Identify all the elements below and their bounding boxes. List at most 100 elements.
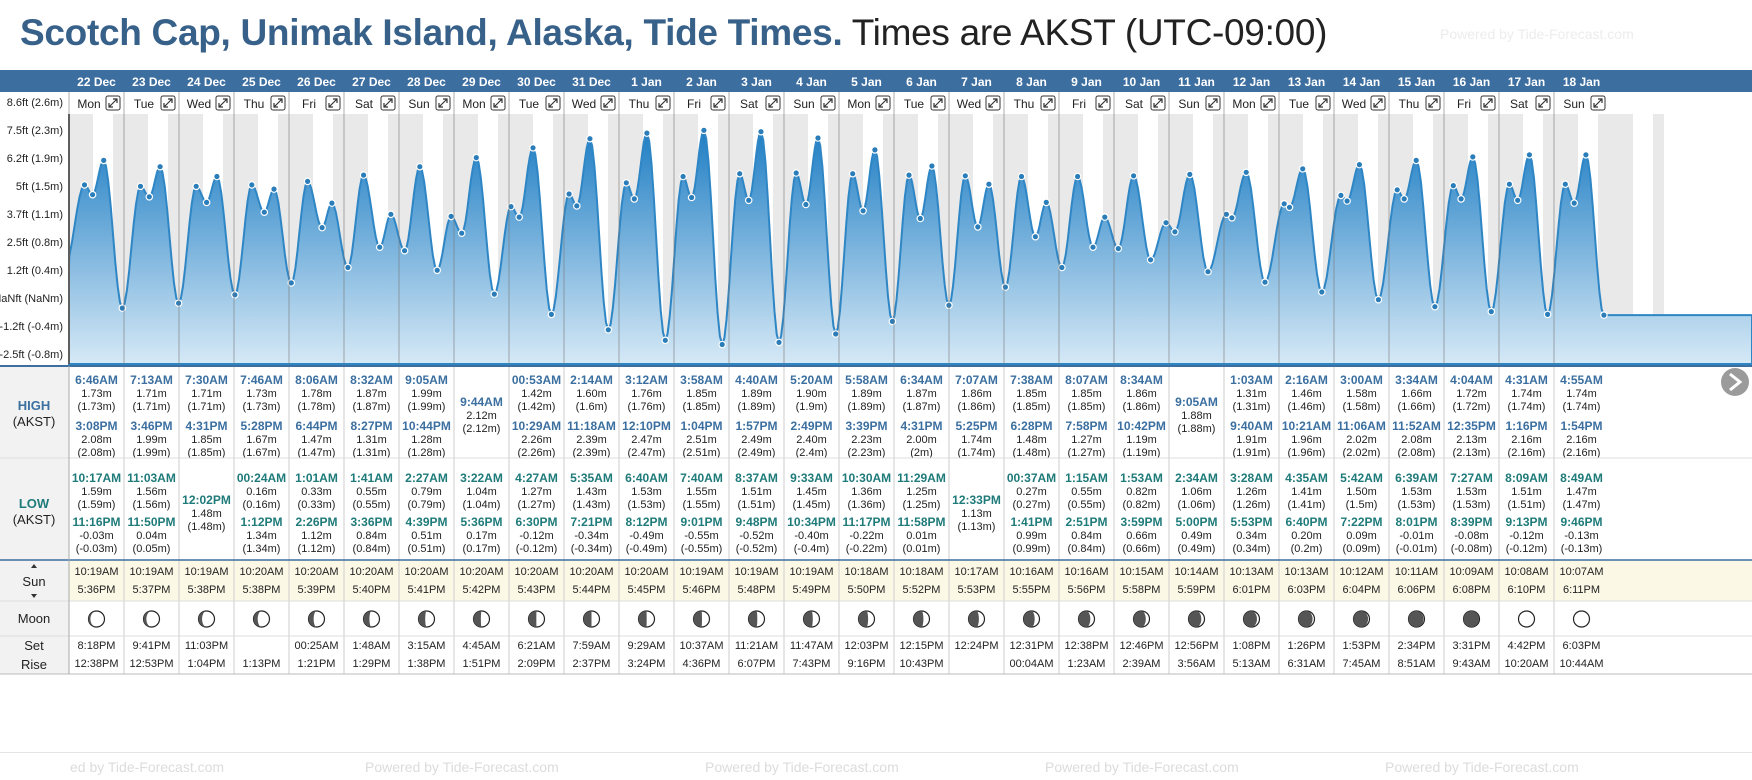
expand-day-button[interactable] xyxy=(985,95,1001,111)
expand-day-button[interactable] xyxy=(545,95,561,111)
expand-day-button[interactable] xyxy=(930,95,946,111)
high-tide-height-alt: (2.51m) xyxy=(683,447,721,459)
high-tide-height: 2.26m xyxy=(521,434,552,446)
scroll-right-button[interactable] xyxy=(1721,368,1749,396)
day-column: 15 JanThu3:34AM1.66m(1.66m)11:52AM2.08m(… xyxy=(1388,75,1441,674)
moonset-time: 9:29AM xyxy=(628,640,666,652)
moonrise-time: 2:39AM xyxy=(1123,658,1161,670)
high-tide-time: 10:29AM xyxy=(512,419,561,433)
expand-day-button[interactable] xyxy=(1040,95,1056,111)
expand-day-button[interactable] xyxy=(875,95,891,111)
expand-day-button[interactable] xyxy=(1535,95,1551,111)
date-label: 30 Dec xyxy=(517,75,556,89)
low-tide-point xyxy=(1261,278,1269,287)
high-tide-height: 1.27m xyxy=(1071,434,1102,446)
low-tide-height-alt: (-0.01m) xyxy=(1396,543,1438,555)
high-tide-height-alt: (2.16m) xyxy=(1563,447,1601,459)
date-label: 12 Jan xyxy=(1233,75,1270,89)
sunset-time: 5:56PM xyxy=(1068,584,1106,596)
low-tide-time: 00:37AM xyxy=(1007,471,1056,485)
expand-day-button[interactable] xyxy=(655,95,671,111)
expand-day-button[interactable] xyxy=(1315,95,1331,111)
low-tide-height-alt: (0.55m) xyxy=(1068,499,1106,511)
expand-day-button[interactable] xyxy=(1205,95,1221,111)
low-tide-height: 0.16m xyxy=(246,486,277,498)
high-tide-point xyxy=(156,162,164,171)
low-tide-height: 1.55m xyxy=(686,486,717,498)
low-tide-time: 3:36PM xyxy=(350,515,392,529)
high-tide-time: 12:10PM xyxy=(622,419,671,433)
moon-shadow-icon xyxy=(748,611,758,627)
low-tide-time: 2:27AM xyxy=(405,471,448,485)
sunrise-time: 10:07AM xyxy=(1559,566,1603,578)
low-tide-height: -0.34m xyxy=(574,530,608,542)
night-band xyxy=(1268,114,1279,364)
low-tide-point xyxy=(1457,195,1465,203)
sunrise-time: 10:20AM xyxy=(569,566,613,578)
expand-day-button[interactable] xyxy=(1425,95,1441,111)
low-tide-time: 10:30AM xyxy=(842,471,891,485)
day-column: 23 DecTue7:13AM1.71m(1.71m)3:46PM1.99m(1… xyxy=(123,75,176,674)
low-tide-height: 0.49m xyxy=(1181,530,1212,542)
low-tide-height: 1.06m xyxy=(1181,486,1212,498)
low-tide-height-alt: (1.27m) xyxy=(518,499,556,511)
expand-day-button[interactable] xyxy=(1260,95,1276,111)
night-band xyxy=(1543,114,1554,364)
high-tide-height-alt: (2.47m) xyxy=(628,447,666,459)
expand-day-button[interactable] xyxy=(105,95,121,111)
expand-day-button[interactable] xyxy=(1095,95,1111,111)
moonset-time: 10:37AM xyxy=(679,640,723,652)
moonset-time: 12:03PM xyxy=(844,640,888,652)
expand-day-button[interactable] xyxy=(1370,95,1386,111)
day-column: 12 JanMon1:03AM1.31m(1.31m)9:40AM1.91m(1… xyxy=(1223,75,1276,674)
expand-day-button[interactable] xyxy=(1150,95,1166,111)
sunset-time: 5:55PM xyxy=(1013,584,1051,596)
low-tide-point xyxy=(859,207,867,215)
expand-day-button[interactable] xyxy=(600,95,616,111)
low-tide-time: 5:53PM xyxy=(1230,515,1272,529)
high-tide-time: 5:20AM xyxy=(790,373,833,387)
high-tide-point xyxy=(1073,172,1082,181)
high-tide-point xyxy=(1017,172,1026,181)
low-tide-time: 5:00PM xyxy=(1175,515,1217,529)
moonset-time: 11:03PM xyxy=(185,640,228,652)
low-tide-time: 1:53AM xyxy=(1120,471,1163,485)
low-tide-height: 1.36m xyxy=(851,486,882,498)
low-tide-height-alt: (-0.03m) xyxy=(76,543,118,555)
expand-arrow-icon xyxy=(933,98,943,108)
high-tide-height-alt: (1.67m) xyxy=(243,447,281,459)
weekday-label: Sun xyxy=(1178,97,1199,111)
high-tide-point xyxy=(643,129,651,137)
expand-day-button[interactable] xyxy=(1590,95,1606,111)
expand-day-button[interactable] xyxy=(435,95,451,111)
high-tide-height: 1.86m xyxy=(1126,388,1157,400)
expand-day-button[interactable] xyxy=(380,95,396,111)
low-tide-time: 11:58PM xyxy=(897,515,945,529)
high-tide-point xyxy=(80,181,89,189)
low-tide-height-alt: (0.27m) xyxy=(1013,499,1051,511)
expand-day-button[interactable] xyxy=(160,95,176,111)
low-tide-time: 8:09AM xyxy=(1505,471,1548,485)
high-tide-point xyxy=(529,144,537,152)
sunrise-time: 10:15AM xyxy=(1119,566,1163,578)
expand-day-button[interactable] xyxy=(765,95,781,111)
date-label: 17 Jan xyxy=(1508,75,1545,89)
expand-day-button[interactable] xyxy=(270,95,286,111)
high-tide-height: 1.78m xyxy=(301,388,332,400)
moon-shadow-icon xyxy=(1188,611,1202,627)
expand-day-button[interactable] xyxy=(325,95,341,111)
low-tide-time: 7:40AM xyxy=(680,471,723,485)
expand-day-button[interactable] xyxy=(490,95,506,111)
expand-day-button[interactable] xyxy=(820,95,836,111)
expand-day-button[interactable] xyxy=(710,95,726,111)
expand-day-button[interactable] xyxy=(215,95,231,111)
expand-arrow-icon xyxy=(328,98,338,108)
low-tide-point xyxy=(1318,288,1326,296)
low-tide-time: 8:37AM xyxy=(735,471,778,485)
low-tide-time: 1:01AM xyxy=(295,471,338,485)
day-column: 10 JanSat8:34AM1.86m(1.86m)10:42PM1.19m(… xyxy=(1113,75,1166,674)
expand-day-button[interactable] xyxy=(1480,95,1496,111)
high-tide-point xyxy=(961,172,970,180)
low-tide-height-alt: (0.2m) xyxy=(1291,543,1323,555)
